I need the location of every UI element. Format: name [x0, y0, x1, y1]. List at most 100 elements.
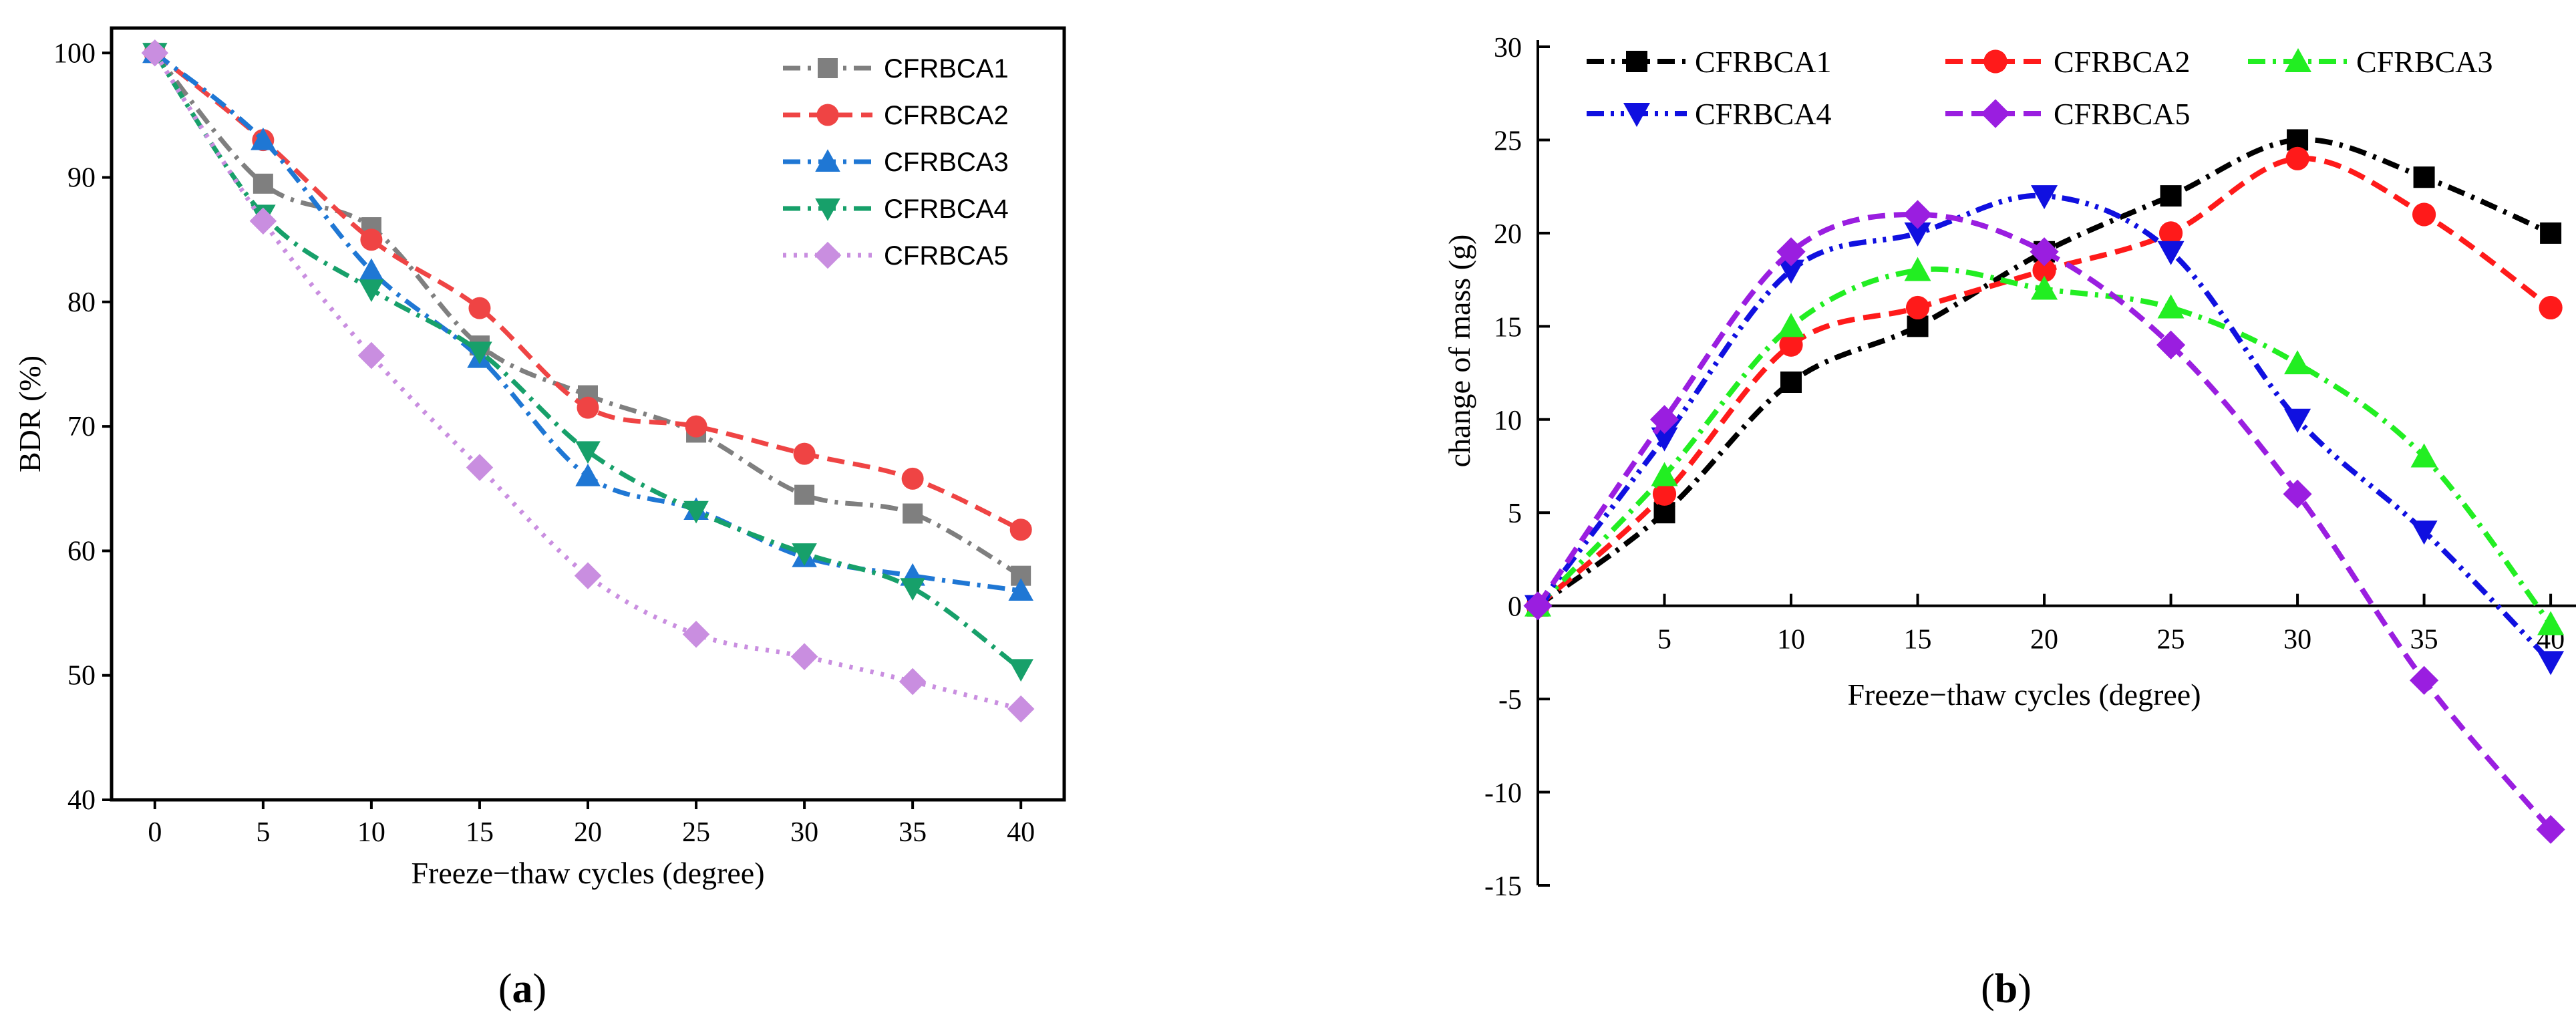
legend-item: CFRBCA5	[1945, 97, 2191, 131]
legend-marker	[1981, 99, 2010, 128]
legend-marker	[1983, 49, 2007, 74]
data-point	[1780, 372, 1802, 393]
data-point	[359, 279, 384, 302]
data-point	[1778, 259, 1805, 284]
y-axis-title: change of mass (g)	[1442, 235, 1476, 468]
legend-label: CFRBCA5	[884, 241, 1009, 271]
data-point	[2412, 202, 2436, 227]
x-tick-label: 10	[1777, 625, 1805, 655]
data-point	[1007, 695, 1035, 723]
legend-marker	[814, 241, 842, 269]
data-point	[251, 127, 276, 150]
data-point	[467, 341, 492, 365]
data-point	[2536, 815, 2565, 844]
data-point	[2284, 408, 2311, 433]
data-point	[2030, 237, 2059, 267]
x-tick-label: 40	[1007, 817, 1035, 848]
series-line	[153, 51, 1022, 578]
legend-item: CFRBCA4	[1587, 97, 1832, 131]
data-point	[682, 620, 710, 648]
data-point	[2160, 185, 2182, 207]
y-tick-label: 50	[67, 661, 96, 692]
data-point	[1523, 591, 1553, 621]
data-point	[2409, 666, 2439, 695]
y-tick-label: 90	[67, 163, 96, 194]
legend-label: CFRBCA5	[2054, 97, 2191, 131]
data-point	[1649, 405, 1679, 434]
legend-item: CFRBCA4	[783, 194, 1009, 224]
y-tick-label: -5	[1498, 685, 1522, 716]
data-point	[253, 173, 273, 194]
y-tick-label: 15	[1494, 312, 1522, 343]
data-point	[357, 341, 385, 370]
chart-a-bdr: 0 5 10 15 20 25 30 35 40 40 50 60 70 80 90 100 Freeze−th…	[13, 26, 1066, 890]
y-tick-label: 40	[67, 785, 96, 816]
series-CFRBCA2	[144, 41, 1032, 541]
legend-label: CFRBCA1	[1695, 45, 1832, 79]
y-tick-label: 10	[1494, 406, 1522, 436]
legend-item: CFRBCA1	[783, 54, 1009, 84]
y-tick-label: -15	[1484, 871, 1522, 902]
data-point	[2537, 611, 2565, 635]
data-point	[1009, 519, 1032, 541]
legend-label: CFRBCA4	[1695, 97, 1832, 131]
data-point	[2158, 221, 2183, 245]
data-point	[1652, 482, 1677, 506]
legend-item: CFRBCA2	[783, 101, 1009, 130]
data-point	[794, 484, 815, 505]
data-point	[2410, 521, 2438, 545]
data-point	[1903, 200, 1933, 229]
data-point	[685, 415, 707, 438]
legend-item: CFRBCA3	[2248, 45, 2493, 79]
y-tick-label: -10	[1484, 778, 1522, 809]
legend-label: CFRBCA3	[2356, 45, 2493, 79]
legend-marker	[815, 198, 840, 221]
series-line	[1536, 266, 2553, 626]
x-tick-label: 30	[790, 817, 818, 848]
data-point	[360, 229, 383, 251]
x-tick-label: 30	[2283, 625, 2311, 655]
data-point	[2283, 479, 2312, 508]
legend-item: CFRBCA2	[1945, 45, 2191, 79]
data-point	[359, 258, 384, 281]
y-axis-title: BDR (%)	[13, 355, 47, 472]
series-CFRBCA5	[141, 39, 1035, 723]
legend-marker	[1623, 103, 1650, 127]
x-tick-label: 35	[899, 817, 927, 848]
x-tick-label: 20	[574, 817, 602, 848]
series-CFRBCA1	[1527, 129, 2562, 617]
series-CFRBCA3	[1524, 257, 2565, 635]
panel-label-a: (a)	[498, 966, 546, 1012]
data-point	[2032, 259, 2056, 283]
data-point	[1008, 659, 1033, 682]
y-tick-label: 80	[67, 287, 96, 318]
data-point	[575, 463, 601, 486]
legend-label: CFRBCA1	[884, 54, 1009, 84]
x-tick-label: 10	[357, 817, 385, 848]
x-tick-label: 15	[466, 817, 494, 848]
legend-label: CFRBCA2	[2054, 45, 2191, 79]
data-point	[2413, 166, 2435, 188]
data-point	[574, 562, 602, 589]
data-point	[2157, 294, 2185, 319]
data-point	[1778, 313, 1805, 337]
x-tick-label: 25	[682, 817, 710, 848]
data-point	[1776, 237, 1806, 267]
legend-marker	[816, 104, 839, 126]
legend-marker	[1626, 51, 1647, 72]
data-point	[900, 578, 925, 601]
y-tick-label: 5	[1508, 498, 1522, 529]
data-point	[1905, 295, 1930, 320]
legend-label: CFRBCA2	[884, 101, 1009, 130]
legend-marker	[2285, 48, 2311, 72]
y-tick-label: 20	[1494, 219, 1522, 250]
data-point	[683, 500, 709, 524]
data-point	[468, 297, 491, 319]
data-point	[1904, 222, 1931, 247]
y-tick-label: 0	[1508, 592, 1522, 623]
data-point	[2031, 185, 2058, 210]
x-tick-label: 0	[148, 817, 162, 848]
x-axis-title: Freeze−thaw cycles (degree)	[411, 856, 764, 890]
